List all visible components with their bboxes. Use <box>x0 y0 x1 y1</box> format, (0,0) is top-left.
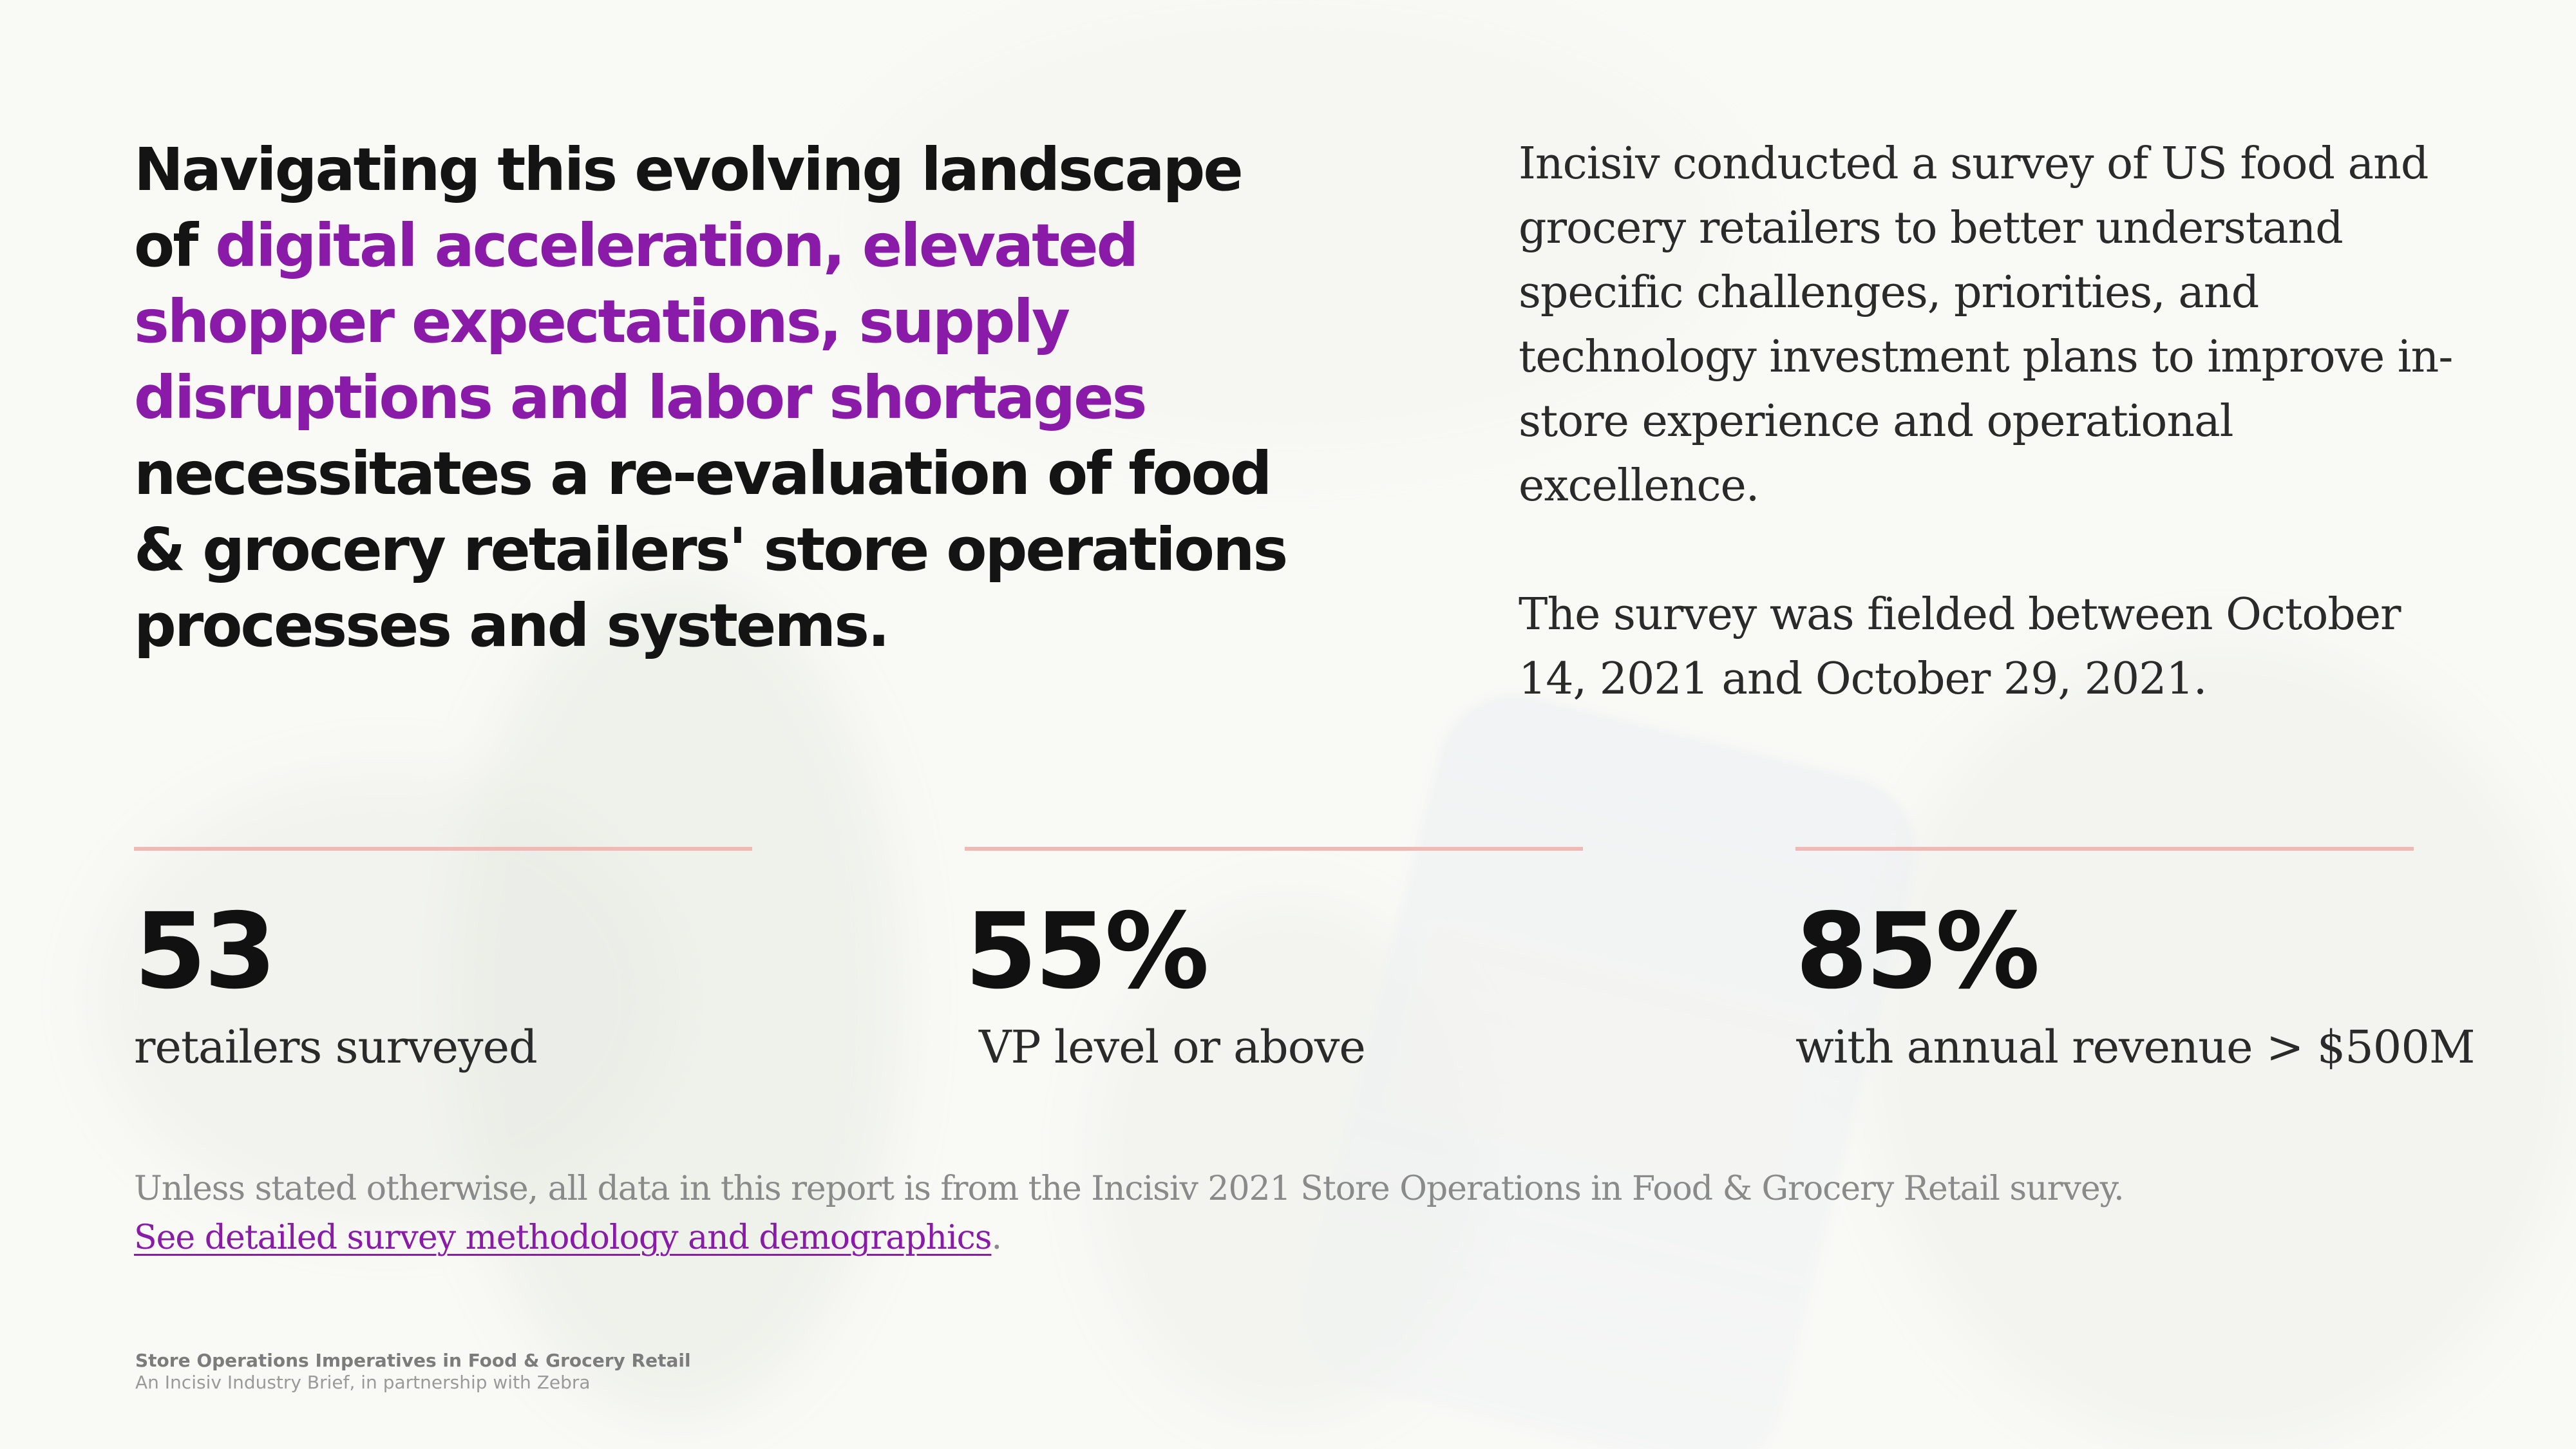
stat-divider <box>965 847 1583 851</box>
headline-lead: Navigating this evolving landscape of <box>134 135 1244 280</box>
headline-highlight: digital acceleration, elevated shopper e… <box>134 211 1147 432</box>
methodology-link-suffix: . <box>991 1218 1002 1257</box>
methodology-line: See detailed survey methodology and demo… <box>134 1213 2388 1262</box>
headline: Navigating this evolving landscape of di… <box>134 132 1293 664</box>
stat-divider <box>134 847 752 851</box>
intro-paragraph-1: Incisiv conducted a survey of US food an… <box>1519 138 2453 511</box>
stat-label: with annual revenue > $500M <box>1795 1021 2476 1074</box>
stat-vp-level: 55% VP level or above <box>965 847 1583 1076</box>
stat-value: 53 <box>134 891 276 1012</box>
stat-revenue: 85% with annual revenue > $500M <box>1795 847 2476 1076</box>
stat-label: VP level or above <box>979 1021 1366 1074</box>
stat-label: retailers surveyed <box>134 1021 538 1074</box>
intro-paragraph-2: The survey was fielded between October 1… <box>1519 589 2401 705</box>
stat-value: 55% <box>965 891 1209 1012</box>
intro-text: Incisiv conducted a survey of US food an… <box>1519 132 2459 712</box>
stat-divider <box>1795 847 2414 851</box>
stat-retailers: 53 retailers surveyed <box>134 847 752 1076</box>
source-note-text: Unless stated otherwise, all data in thi… <box>134 1170 2125 1208</box>
footer-subtitle: An Incisiv Industry Brief, in partnershi… <box>135 1372 591 1393</box>
footer-title: Store Operations Imperatives in Food & G… <box>135 1350 691 1371</box>
footer: Store Operations Imperatives in Food & G… <box>135 1350 691 1394</box>
stat-value: 85% <box>1795 891 2040 1012</box>
headline-tail: necessitates a re-evaluation of food & g… <box>134 439 1288 660</box>
methodology-link[interactable]: See detailed survey methodology and demo… <box>134 1218 992 1257</box>
source-note: Unless stated otherwise, all data in thi… <box>134 1164 2388 1262</box>
